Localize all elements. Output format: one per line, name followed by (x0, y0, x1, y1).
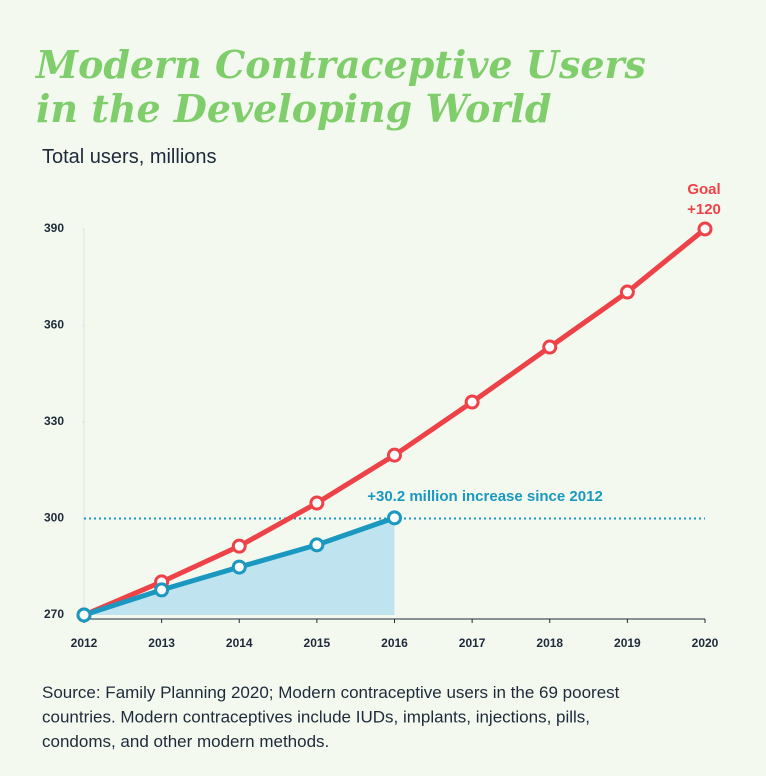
point (542, 339, 558, 355)
point (464, 394, 480, 410)
source-note: countries. Modern contraceptives include… (42, 708, 590, 727)
point (76, 607, 92, 623)
y-tick-label: 360 (44, 318, 64, 332)
point (387, 447, 402, 463)
point (697, 221, 713, 237)
x-tick-label: 2013 (148, 636, 175, 650)
point (231, 538, 247, 554)
annotation: +30.2 million increase since 2012 (367, 488, 603, 505)
point (387, 510, 402, 526)
chart-title: in the Developing World (36, 86, 551, 131)
annotation: Goal (687, 181, 720, 198)
x-tick-label: 2016 (381, 636, 408, 650)
x-tick-label: 2019 (614, 636, 641, 650)
source-note: Source: Family Planning 2020; Modern con… (42, 683, 620, 702)
x-tick-label: 2012 (71, 636, 98, 650)
point (309, 537, 325, 553)
y-tick-label: 390 (44, 221, 64, 235)
annotation: +120 (687, 201, 721, 218)
subtitle: Total users, millions (42, 146, 217, 168)
y-tick-label: 330 (44, 414, 64, 428)
y-tick-label: 270 (44, 607, 64, 621)
source-note: condoms, and other modern methods. (42, 732, 329, 751)
x-tick-label: 2015 (304, 636, 331, 650)
point (619, 284, 635, 300)
x-tick-label: 2018 (536, 636, 563, 650)
x-tick-label: 2020 (692, 636, 719, 650)
point (309, 495, 325, 511)
chart-title: Modern Contraceptive Users (34, 42, 646, 87)
x-tick-label: 2017 (459, 636, 486, 650)
y-tick-label: 300 (44, 511, 64, 525)
point (154, 582, 170, 598)
x-tick-label: 2014 (226, 636, 253, 650)
point (231, 559, 247, 575)
